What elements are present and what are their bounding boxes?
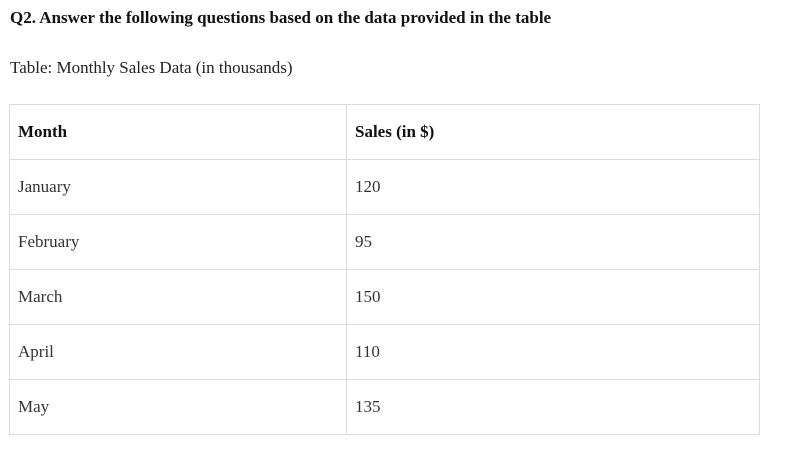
month-cell: February: [9, 214, 347, 270]
sales-cell: 135: [346, 379, 760, 435]
month-cell: April: [9, 324, 347, 380]
sales-cell: 110: [346, 324, 760, 380]
sales-cell: 120: [346, 159, 760, 215]
question-heading: Q2. Answer the following questions based…: [10, 8, 552, 27]
header-sales: Sales (in $): [346, 104, 760, 160]
table-row: March 150: [9, 269, 760, 325]
header-month: Month: [9, 104, 347, 160]
sales-cell: 150: [346, 269, 760, 325]
month-cell: May: [9, 379, 347, 435]
table-row: April 110: [9, 324, 760, 380]
table-caption: Table: Monthly Sales Data (in thousands): [10, 58, 293, 77]
month-cell: March: [9, 269, 347, 325]
table-row: January 120: [9, 159, 760, 215]
sales-table: Month Sales (in $) January 120 February …: [9, 104, 760, 435]
month-cell: January: [9, 159, 347, 215]
table-header-row: Month Sales (in $): [9, 104, 760, 160]
table-row: May 135: [9, 379, 760, 435]
table-row: February 95: [9, 214, 760, 270]
sales-cell: 95: [346, 214, 760, 270]
